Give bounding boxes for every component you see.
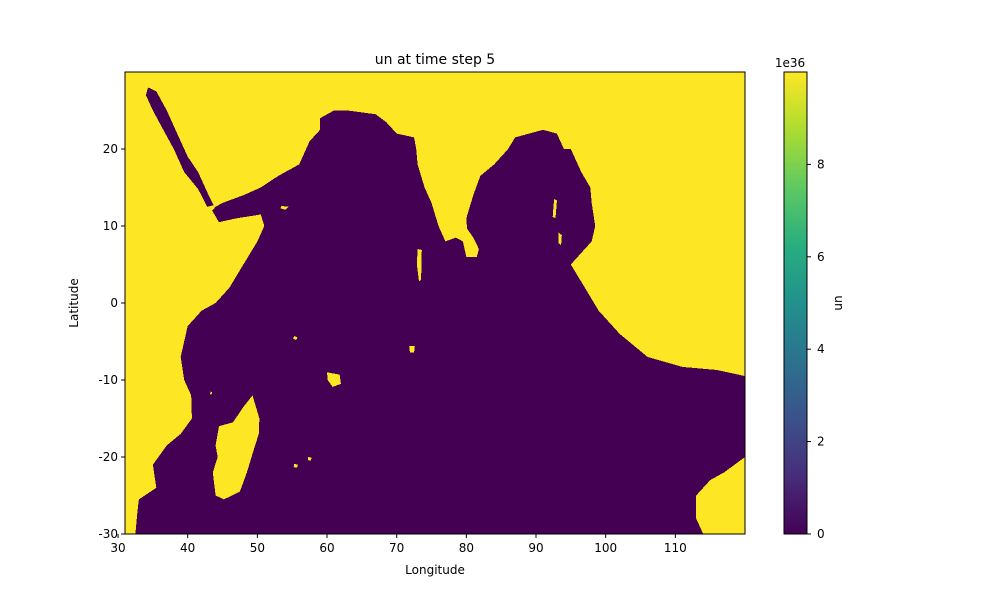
y-tick-label: -30: [98, 527, 118, 541]
chart-title: un at time step 5: [375, 52, 495, 68]
x-tick-label: 60: [319, 541, 334, 555]
x-tick-label: 110: [664, 541, 687, 555]
x-tick-label: 70: [389, 541, 404, 555]
x-tick-label: 90: [528, 541, 543, 555]
land-region-maldives: [416, 249, 422, 282]
ocean-region-indian-ocean: [132, 110, 745, 534]
x-tick-label: 30: [110, 541, 125, 555]
colorbar-tick-label: 8: [817, 157, 825, 171]
colorbar-tick-label: 2: [817, 435, 825, 449]
x-axis: 30 40 50 60 70 80 90 100 110: [110, 534, 687, 555]
y-axis: -30 -20 -10 0 10 20: [98, 142, 125, 541]
land-region-nicobar-islands: [558, 232, 562, 246]
land-region-sri-lanka: [464, 227, 479, 257]
y-tick-label: 0: [110, 296, 118, 310]
x-tick-label: 100: [594, 541, 617, 555]
y-axis-label: Latitude: [67, 278, 81, 327]
colorbar-scale-text: 1e36: [775, 56, 805, 70]
ocean-region-red-sea: [145, 87, 214, 207]
land-region-andaman-islands: [552, 199, 557, 219]
y-tick-label: 10: [103, 219, 118, 233]
colorbar: [783, 71, 808, 535]
x-tick-label: 80: [459, 541, 474, 555]
island-layer: [210, 199, 562, 500]
x-tick-label: 50: [250, 541, 265, 555]
land-region-mascarene-plateau: [327, 372, 341, 387]
y-tick-label: -20: [98, 450, 118, 464]
colorbar-label: un: [831, 295, 845, 310]
colorbar-tick-label: 6: [817, 250, 825, 264]
land-region-reunion: [293, 463, 298, 468]
colorbar-tick-label: 0: [817, 527, 825, 541]
land-region-mauritius: [308, 457, 312, 461]
colorbar-axis: 0 2 4 6 8: [807, 157, 825, 541]
land-region-socotra: [280, 206, 289, 210]
plot-area: [125, 72, 745, 534]
land-region-chagos: [409, 346, 415, 353]
x-tick-label: 40: [180, 541, 195, 555]
y-tick-label: 20: [103, 142, 118, 156]
land-region-seychelles: [292, 336, 298, 340]
land-region-madagascar: [212, 395, 260, 500]
land-region-comoros: [210, 391, 213, 395]
x-axis-label: Longitude: [405, 563, 465, 577]
colorbar-tick-label: 4: [817, 342, 825, 356]
y-tick-label: -10: [98, 373, 118, 387]
ocean-layer: [132, 87, 745, 534]
